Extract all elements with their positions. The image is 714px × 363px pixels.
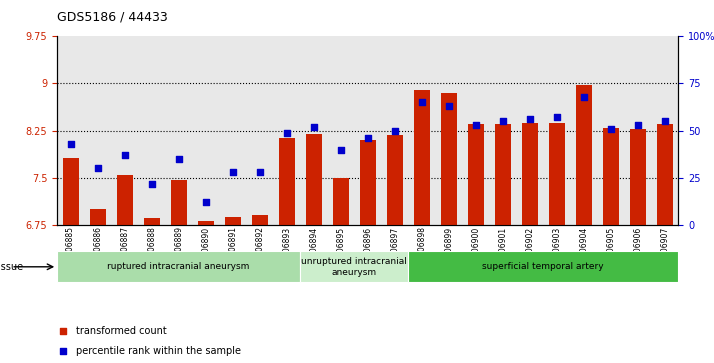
Point (605, 126, 616, 132)
Bar (251, 215, 268, 225)
Text: GDS5186 / 44433: GDS5186 / 44433 (57, 11, 168, 24)
Bar (63, 158, 79, 225)
Bar (522, 122, 538, 225)
Point (632, 122, 643, 128)
Point (443, 103, 454, 109)
Point (524, 117, 536, 122)
Text: percentile rank within the sample: percentile rank within the sample (76, 346, 241, 356)
Point (119, 152, 131, 158)
Point (362, 135, 373, 141)
Bar (144, 218, 160, 225)
Point (578, 94, 590, 99)
Text: unruptured intracranial
aneurysm: unruptured intracranial aneurysm (301, 257, 407, 277)
Bar (468, 125, 484, 225)
Bar (441, 93, 457, 225)
Point (470, 122, 481, 128)
Point (254, 169, 266, 175)
Point (227, 169, 238, 175)
Point (200, 200, 211, 205)
Bar (278, 138, 295, 225)
Text: tissue: tissue (0, 262, 24, 272)
Bar (630, 129, 646, 225)
Bar (386, 135, 403, 225)
Point (416, 99, 428, 105)
Bar (333, 178, 349, 225)
Point (551, 115, 563, 121)
Point (65, 141, 76, 147)
FancyBboxPatch shape (300, 251, 408, 282)
Point (418, 77, 430, 83)
Bar (657, 125, 673, 225)
Bar (548, 122, 565, 225)
Point (92, 166, 104, 171)
Bar (495, 125, 511, 225)
Point (146, 181, 157, 187)
Point (281, 130, 293, 135)
Text: superficial temporal artery: superficial temporal artery (483, 262, 604, 271)
Point (389, 128, 401, 134)
Bar (198, 221, 213, 225)
Text: transformed count: transformed count (76, 326, 166, 336)
Bar (575, 85, 592, 225)
Bar (89, 209, 106, 225)
Bar (116, 175, 133, 225)
Bar (413, 90, 430, 225)
Text: ruptured intracranial aneurysm: ruptured intracranial aneurysm (108, 262, 250, 271)
Point (308, 124, 319, 130)
FancyBboxPatch shape (57, 251, 300, 282)
Bar (225, 217, 241, 225)
Point (497, 118, 508, 124)
Point (418, 256, 430, 261)
Bar (171, 180, 187, 225)
FancyBboxPatch shape (408, 251, 678, 282)
Bar (603, 127, 619, 225)
Point (335, 147, 346, 152)
Point (173, 156, 184, 162)
Bar (360, 140, 376, 225)
Bar (306, 134, 322, 225)
Point (659, 118, 670, 124)
